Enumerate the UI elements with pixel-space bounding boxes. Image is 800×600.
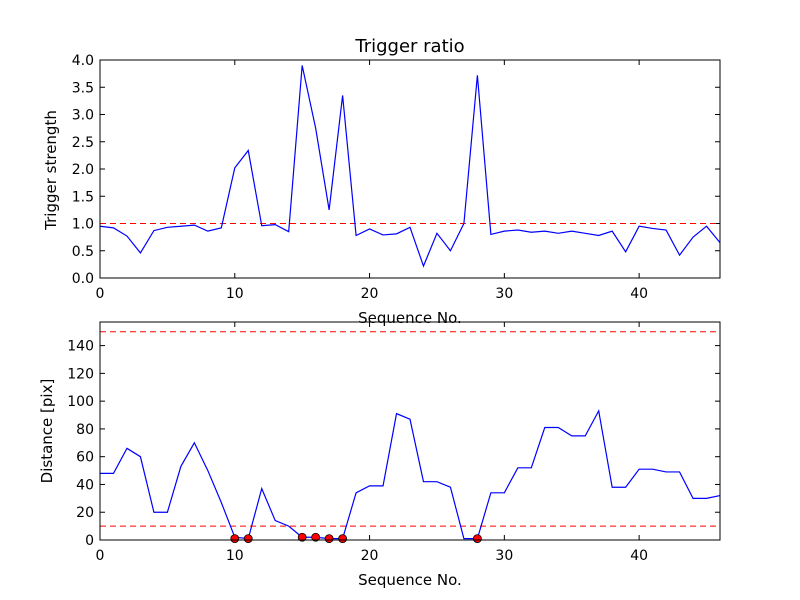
bottom-y-tick-label: 0: [85, 533, 94, 549]
top-x-tick-label: 40: [630, 286, 648, 302]
bottom-series-line: [100, 409, 721, 540]
bottom-y-tick-label: 100: [67, 394, 94, 410]
top-y-tick-label: 3.5: [72, 80, 94, 96]
top-x-tick-label: 30: [495, 286, 513, 302]
bottom-y-tick-label: 20: [76, 505, 94, 521]
bottom-x-axis-label: Sequence No.: [358, 571, 462, 589]
top-series-line: [99, 65, 721, 268]
top-y-tick-label: 2.0: [72, 162, 94, 178]
bottom-plot-frame: [99, 321, 721, 541]
bottom-x-tick-label: 40: [630, 548, 648, 564]
bottom-trigger-marker: [338, 534, 348, 544]
bottom-x-tick-label: 30: [495, 548, 513, 564]
bottom-trigger-marker: [297, 532, 307, 542]
top-x-tick-label: 10: [226, 286, 244, 302]
bottom-y-axis-label: Distance [pix]: [38, 379, 56, 484]
bottom-x-tick-label: 10: [226, 548, 244, 564]
top-y-axis-label: Trigger strength: [42, 110, 60, 231]
top-plot-marks: 0 10 20 30 40 0.0 0.5 1.0 1.5 2.0 2.5 3.0 3.5 4.0: [72, 53, 721, 302]
bottom-x-tick-label: 20: [361, 548, 379, 564]
top-x-tick-label: 0: [96, 286, 105, 302]
top-y-tick-label: 2.5: [72, 135, 94, 151]
top-y-tick-label: 1.0: [72, 217, 94, 233]
top-y-tick-label: 3.0: [72, 108, 94, 124]
top-y-tick-label: 0.5: [72, 244, 94, 260]
bottom-y-tick-label: 40: [76, 477, 94, 493]
bottom-trigger-marker: [243, 534, 253, 544]
top-plot: Trigger ratio Sequence No. Trigger stren…: [42, 36, 721, 327]
top-plot-frame: [99, 59, 721, 279]
bottom-trigger-marker: [472, 534, 482, 544]
top-y-tick-label: 0.0: [72, 271, 94, 287]
bottom-y-tick-label: 120: [67, 366, 94, 382]
bottom-x-tick-label: 0: [96, 548, 105, 564]
top-y-tick-label: 1.5: [72, 189, 94, 205]
bottom-trigger-marker: [230, 534, 240, 544]
bottom-plot-marks: 0 10 20 30 40 0 20 40 60 80 100 120 140: [67, 322, 721, 564]
top-x-axis-label: Sequence No.: [358, 309, 462, 327]
top-x-tick-label: 20: [361, 286, 379, 302]
bottom-trigger-marker: [324, 534, 334, 544]
top-plot-title: Trigger ratio: [354, 36, 464, 57]
bottom-y-tick-label: 80: [76, 422, 94, 438]
top-y-tick-label: 4.0: [72, 53, 94, 69]
bottom-y-tick-label: 140: [67, 339, 94, 355]
bottom-y-tick-label: 60: [76, 450, 94, 466]
bottom-plot: Sequence No. Distance [pix] 0 10 20 30 40 0 20…: [38, 321, 721, 589]
bottom-trigger-marker: [311, 532, 321, 542]
